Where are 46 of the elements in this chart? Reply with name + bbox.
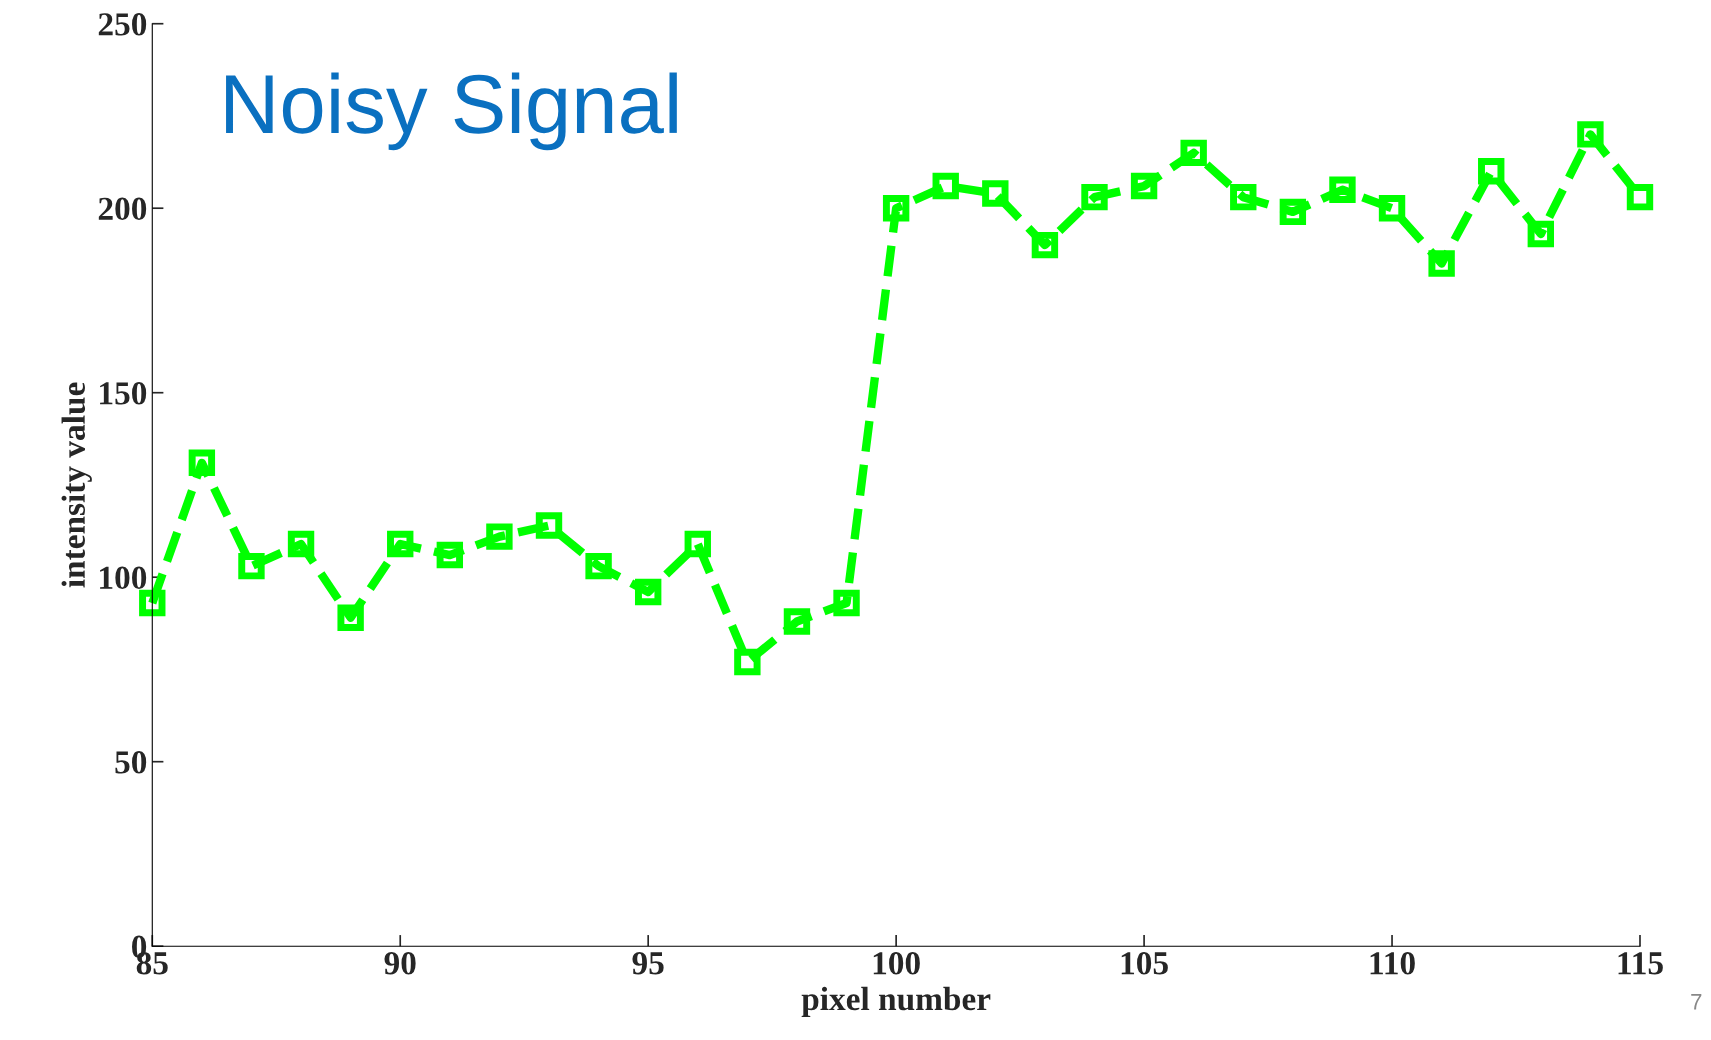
point	[833, 589, 860, 617]
point	[287, 530, 315, 558]
text: 7	[1691, 994, 1702, 1010]
point	[1478, 158, 1505, 185]
point	[1527, 220, 1555, 248]
y-tick-label: 100	[100, 566, 147, 590]
point	[188, 449, 216, 476]
point	[932, 172, 959, 200]
x-tick-label: 105	[1121, 952, 1168, 975]
x-tick-label: 95	[632, 952, 664, 975]
point	[238, 552, 265, 580]
point	[1031, 231, 1059, 259]
point	[634, 578, 662, 606]
point	[1279, 198, 1307, 226]
y-tick-label: 150	[100, 382, 147, 405]
text: Noisy Signal	[226, 72, 677, 151]
y-axis-title: intensity value	[61, 382, 92, 588]
point	[684, 530, 711, 558]
point	[1081, 183, 1108, 211]
point	[1577, 121, 1604, 148]
point	[1180, 139, 1207, 167]
point	[535, 512, 563, 539]
point	[337, 604, 364, 631]
y-tick-label: 50	[115, 751, 147, 774]
point	[1329, 176, 1356, 203]
point	[882, 195, 910, 222]
point	[436, 541, 464, 569]
point	[1230, 183, 1257, 211]
point	[1378, 195, 1406, 222]
x-tick-label: 115	[1618, 952, 1663, 975]
x-axis-title: pixel number	[801, 986, 991, 1018]
x-tick-label: 110	[1370, 952, 1415, 975]
point	[486, 523, 513, 550]
point	[1130, 172, 1158, 200]
point	[139, 589, 166, 617]
point	[585, 552, 612, 580]
point	[1626, 183, 1654, 211]
point	[783, 608, 811, 635]
point	[387, 530, 414, 558]
point	[734, 648, 761, 676]
x-tick-label: 100	[873, 952, 920, 975]
y-tick-label: 200	[98, 197, 147, 221]
y-tick-label: 250	[98, 13, 147, 36]
point	[982, 180, 1009, 207]
point	[1428, 250, 1455, 277]
x-tick-label: 90	[384, 952, 416, 975]
